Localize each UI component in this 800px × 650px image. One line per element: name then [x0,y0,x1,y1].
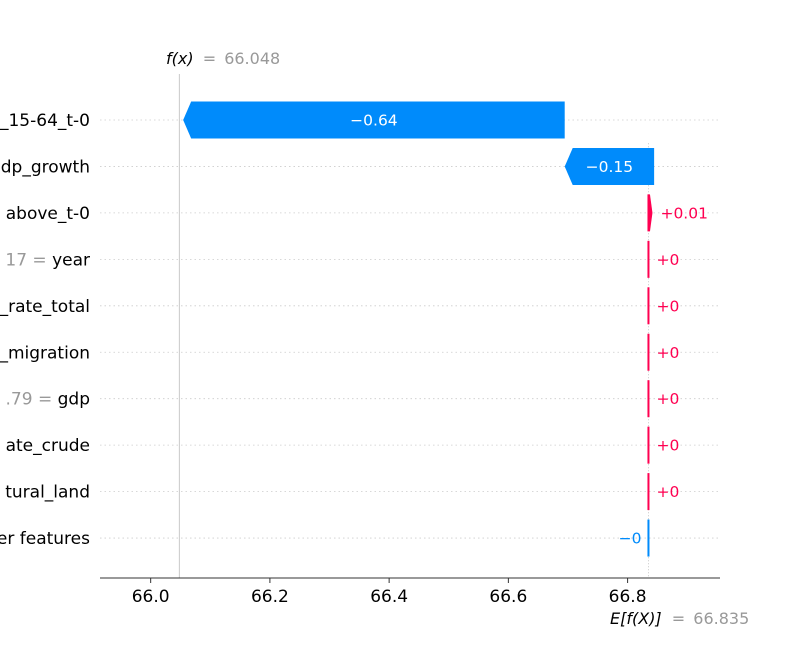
bar-value-label: +0 [656,483,679,501]
efx-annotation: E[f(X)] = 66.835 [610,609,749,628]
bar-value-label: −0.64 [350,112,398,130]
feature-label: dp_growth [1,157,90,177]
feature-label: _rate_total [0,297,90,317]
bar-value-label: +0 [656,344,679,362]
fx-symbol: f(x) [166,49,194,68]
contribution-bar [647,333,650,371]
feature-label: ate_crude [6,436,90,456]
contribution-bar [183,101,565,139]
fx-annotation: f(x) = 66.048 [166,49,280,68]
contribution-bar [647,426,650,464]
fx-value: 66.048 [224,49,280,68]
feature-name: dp_growth [1,157,90,177]
bar-value-label: +0 [656,251,679,269]
contribution-bar [647,473,650,511]
feature-value: .79 = [6,390,58,410]
bar-value-label: −0.15 [586,158,634,176]
contribution-bars: −0.64 −0.15 +0.01 +0 +0 +0 +0 +0 +0 −0 [183,101,708,557]
x-tick-label: 66.6 [489,587,527,607]
feature-label: 17 = year [5,250,90,270]
feature-label: _15-64_t-0 [0,111,90,131]
efx-value: 66.835 [693,609,749,628]
feature-name: tural_land [5,483,90,503]
efx-equals: = [672,609,685,628]
contribution-bar [647,519,650,557]
x-tick-label: 66.2 [251,587,289,607]
bar-value-label: +0 [656,437,679,455]
feature-value: 17 = [5,250,52,270]
feature-labels: _15-64_t-0 dp_growth above_t-0 17 = year _ra… [0,111,90,549]
bar-value-label: +0 [656,390,679,408]
feature-name: above_t-0 [6,204,90,224]
feature-label: tural_land [5,483,90,503]
x-tick-label: 66.8 [609,587,647,607]
contribution-bar [647,194,653,232]
fx-equals: = [203,49,216,68]
contribution-bar [564,147,655,185]
feature-name: _rate_total [0,297,90,317]
bar-value-label: −0 [619,530,642,548]
x-tick-label: 66.4 [370,587,408,607]
feature-name: er features [0,529,90,549]
bar-value-label: +0.01 [660,204,708,222]
feature-name: ate_crude [6,436,90,456]
feature-label: .79 = gdp [6,390,90,410]
bar-value-label: +0 [656,297,679,315]
contribution-bar [647,380,650,418]
contribution-bar [647,240,650,278]
feature-name: _15-64_t-0 [0,111,90,131]
feature-name: year [52,250,90,270]
efx-symbol: E[f(X)] [610,609,662,628]
x-tick-label: 66.0 [132,587,170,607]
feature-name: gdp [58,390,90,410]
x-axis: 66.0 66.2 66.4 66.6 66.8 [100,577,720,607]
feature-label: above_t-0 [6,204,90,224]
feature-label: er features [0,529,90,549]
feature-name: _migration [0,343,90,363]
contribution-bar [647,287,650,325]
feature-label: _migration [0,343,90,363]
